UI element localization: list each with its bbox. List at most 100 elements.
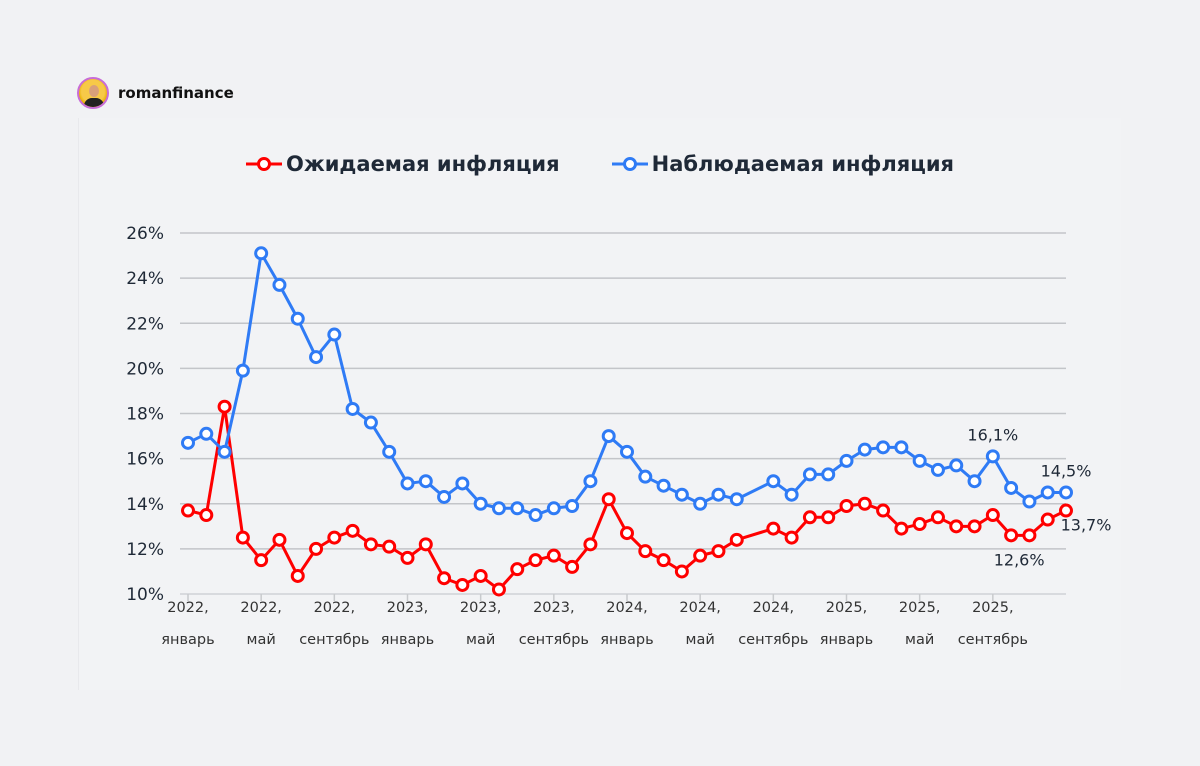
data-point xyxy=(674,564,689,579)
x-tick-month: январь xyxy=(820,632,873,648)
x-tick-year: 2022, xyxy=(167,600,209,616)
x-tick-year: 2025, xyxy=(972,600,1014,616)
data-point xyxy=(400,550,415,565)
data-point xyxy=(272,532,287,547)
x-tick-year: 2024, xyxy=(679,600,721,616)
data-point xyxy=(437,571,452,586)
data-point xyxy=(199,426,214,441)
data-point xyxy=(217,444,232,459)
data-point xyxy=(839,499,854,514)
x-tick-month: январь xyxy=(600,632,653,648)
x-tick-month: сентябрь xyxy=(958,632,1028,648)
data-point xyxy=(565,559,580,574)
data-point xyxy=(912,453,927,468)
x-tick-month: сентябрь xyxy=(519,632,589,648)
x-tick-year: 2023, xyxy=(460,600,502,616)
legend-label-observed: Наблюдаемая инфляция xyxy=(651,152,955,176)
x-tick-year: 2024, xyxy=(753,600,795,616)
data-point xyxy=(199,508,214,523)
data-point xyxy=(949,519,964,534)
data-point xyxy=(565,499,580,514)
data-point xyxy=(638,544,653,559)
data-point xyxy=(418,474,433,489)
data-point xyxy=(382,539,397,554)
data-point xyxy=(693,496,708,511)
x-tick-year: 2024, xyxy=(606,600,648,616)
data-point xyxy=(802,510,817,525)
data-point xyxy=(546,548,561,563)
data-point xyxy=(290,311,305,326)
data-point xyxy=(857,442,872,457)
data-point xyxy=(345,401,360,416)
data-point xyxy=(1022,528,1037,543)
x-tick-month: май xyxy=(905,632,934,648)
data-point xyxy=(729,492,744,507)
data-point xyxy=(254,553,269,568)
data-point xyxy=(235,530,250,545)
data-point xyxy=(894,440,909,455)
data-point xyxy=(418,537,433,552)
data-point xyxy=(857,496,872,511)
y-tick-label: 10% xyxy=(126,585,164,605)
x-tick-month: май xyxy=(466,632,495,648)
data-point xyxy=(345,523,360,538)
data-point xyxy=(985,508,1000,523)
x-tick-year: 2022, xyxy=(240,600,282,616)
data-point xyxy=(455,577,470,592)
data-point xyxy=(729,532,744,547)
data-point xyxy=(400,476,415,491)
y-tick-label: 18% xyxy=(126,405,164,425)
data-point xyxy=(656,478,671,493)
y-tick-label: 22% xyxy=(126,314,164,334)
legend-item-expected: Ожидаемая инфляция xyxy=(245,152,560,176)
data-point xyxy=(711,487,726,502)
legend-item-observed: Наблюдаемая инфляция xyxy=(611,152,955,176)
legend-marker-expected-icon xyxy=(245,157,282,171)
brand-name: romanfinance xyxy=(118,84,234,102)
data-point xyxy=(985,449,1000,464)
x-tick-year: 2023, xyxy=(387,600,429,616)
data-point xyxy=(802,467,817,482)
data-point xyxy=(784,487,799,502)
x-tick-year: 2023, xyxy=(533,600,575,616)
data-point xyxy=(839,453,854,468)
legend-label-expected: Ожидаемая инфляция xyxy=(285,152,560,176)
data-point xyxy=(1004,528,1019,543)
data-point xyxy=(583,474,598,489)
data-point xyxy=(181,435,195,450)
data-point xyxy=(510,562,525,577)
y-tick-label: 24% xyxy=(126,269,164,289)
data-point xyxy=(510,501,525,516)
data-point xyxy=(711,544,726,559)
data-point xyxy=(1040,485,1055,500)
data-point xyxy=(949,458,964,473)
avatar xyxy=(77,77,109,109)
data-point xyxy=(309,350,324,365)
data-point xyxy=(455,476,470,491)
data-point xyxy=(894,521,909,536)
x-tick-month: май xyxy=(686,632,715,648)
data-point xyxy=(272,277,287,292)
data-point xyxy=(876,503,891,518)
data-point xyxy=(620,444,634,459)
data-point xyxy=(217,399,232,414)
data-point xyxy=(327,530,342,545)
data-point xyxy=(601,492,616,507)
data-point xyxy=(601,429,616,444)
x-tick-month: сентябрь xyxy=(299,632,369,648)
data-point xyxy=(473,496,488,511)
x-tick-month: январь xyxy=(381,632,434,648)
data-point xyxy=(967,519,982,534)
data-point xyxy=(1040,512,1055,527)
data-point xyxy=(930,462,945,477)
data-point xyxy=(363,537,378,552)
x-tick-year: 2022, xyxy=(314,600,356,616)
data-point xyxy=(656,553,671,568)
x-tick-year: 2025, xyxy=(826,600,868,616)
data-point xyxy=(674,487,689,502)
legend-marker-observed-icon xyxy=(611,157,648,171)
x-tick-month: май xyxy=(247,632,276,648)
data-point xyxy=(1004,480,1019,495)
data-point xyxy=(437,489,452,504)
y-tick-label: 16% xyxy=(126,450,164,470)
